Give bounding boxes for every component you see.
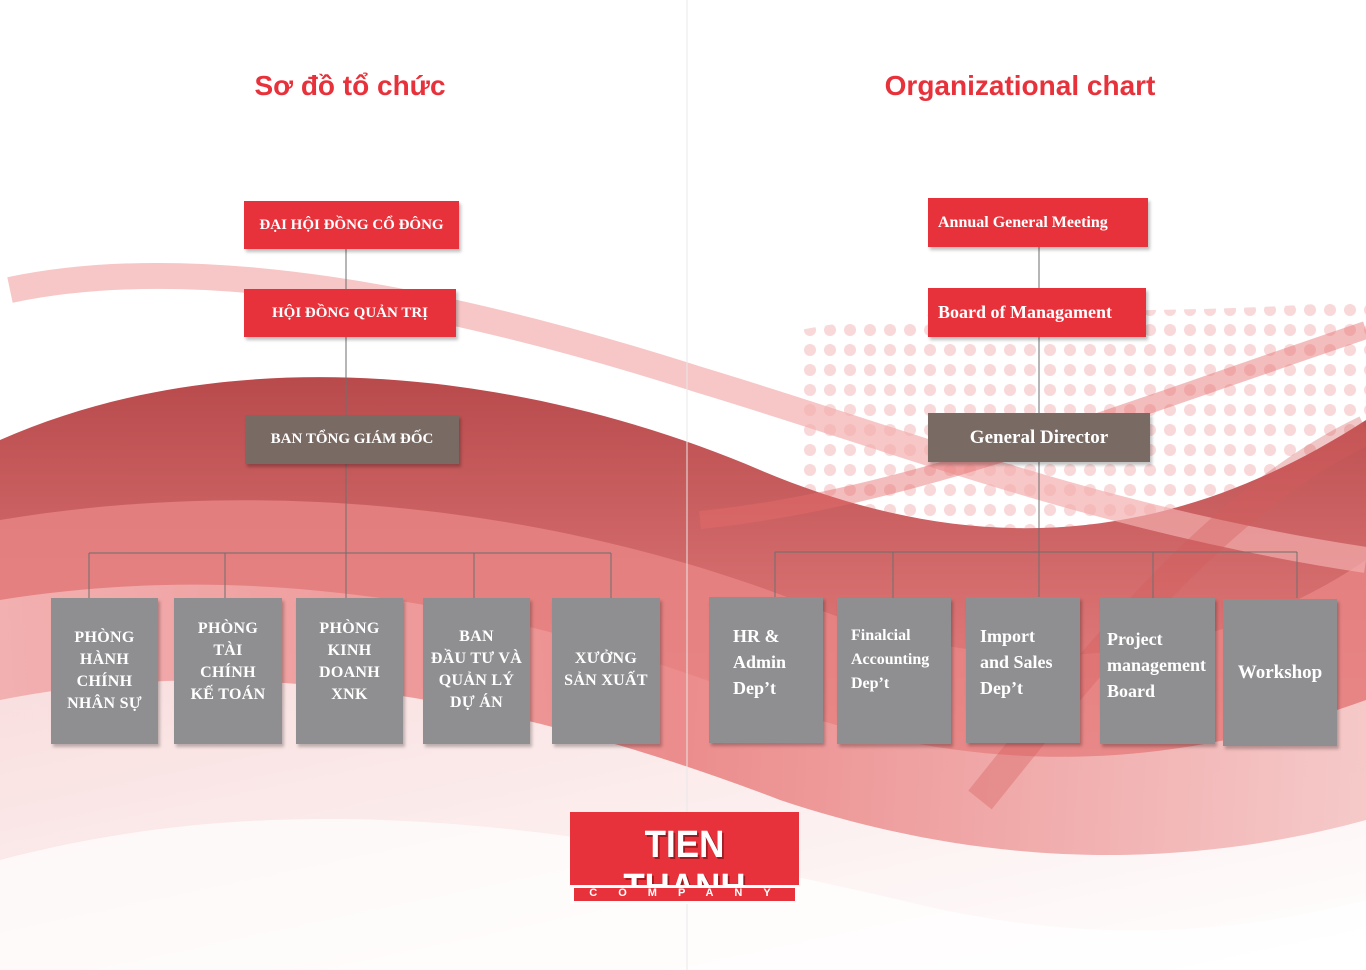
node-board-of-management: Board of Managament: [928, 288, 1146, 337]
node-general-director: General Director: [928, 413, 1150, 462]
node-dept-financial-accounting: Finalcial Accounting Dep’t: [837, 598, 951, 744]
logo-subtitle: COMPANY: [589, 887, 792, 899]
company-logo: TIEN THANH COMPANY: [570, 812, 799, 909]
node-dept-hr-admin: HR & Admin Dep’t: [709, 597, 823, 743]
right-chart-title: Organizational chart: [884, 70, 1156, 101]
node-board-of-management-vi: HỘI ĐỒNG QUẢN TRỊ: [244, 289, 456, 337]
node-dept-finance-accounting-vi: PHÒNG TÀI CHÍNH KẾ TOÁN: [174, 598, 282, 744]
left-chart-title: Sơ đồ tổ chức: [254, 70, 446, 101]
node-annual-general-meeting: Annual General Meeting: [928, 198, 1148, 247]
node-dept-workshop: Workshop: [1223, 599, 1337, 746]
node-general-director-vi: BAN TỔNG GIÁM ĐỐC: [245, 415, 459, 464]
node-dept-project-management: Project management Board: [1100, 598, 1215, 744]
node-dept-investment-project-vi: BAN ĐẦU TƯ VÀ QUẢN LÝ DỰ ÁN: [423, 598, 530, 744]
logo-band-inner: [574, 888, 795, 901]
node-dept-workshop-vi: XƯỞNG SẢN XUẤT: [552, 598, 660, 744]
node-dept-hr-admin-vi: PHÒNG HÀNH CHÍNH NHÂN SỰ: [51, 598, 158, 744]
node-dept-business-import-export-vi: PHÒNG KINH DOANH XNK: [296, 598, 403, 744]
node-shareholders-meeting-vi: ĐẠI HỘI ĐỒNG CỔ ĐÔNG: [244, 201, 459, 249]
node-dept-import-sales: Import and Sales Dep’t: [966, 597, 1080, 743]
